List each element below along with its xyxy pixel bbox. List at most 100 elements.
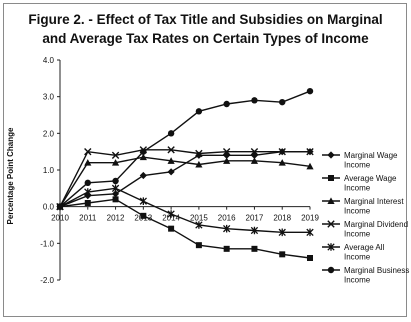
data-point <box>251 245 258 252</box>
chart-title-line-2: and Average Tax Rates on Certain Types o… <box>42 31 369 46</box>
data-point <box>223 224 231 233</box>
data-point <box>223 157 231 164</box>
legend-label: Average Wage <box>344 174 397 183</box>
y-tick-label: 4.0 <box>43 56 55 65</box>
data-point <box>278 228 286 237</box>
data-point <box>306 162 314 170</box>
data-point <box>140 212 147 219</box>
legend-label: Marginal Wage <box>344 151 398 160</box>
legend-label: Income <box>344 253 371 262</box>
data-point <box>306 228 314 237</box>
data-point <box>195 108 203 115</box>
data-point <box>112 177 119 185</box>
y-tick-label: -1.0 <box>40 239 54 248</box>
data-point <box>167 130 175 137</box>
legend-label: Income <box>344 276 371 285</box>
series-line <box>59 149 310 208</box>
legend-label: Income <box>344 184 371 193</box>
chart-title: Figure 2. - Effect of Tax Title and Subs… <box>0 10 411 48</box>
x-tick-label: 2019 <box>301 214 319 223</box>
data-point <box>139 197 147 205</box>
series-line <box>59 150 310 208</box>
y-tick-label: 1.0 <box>43 166 55 175</box>
y-tick-label: 2.0 <box>43 129 55 138</box>
data-point <box>195 160 203 168</box>
legend-marker <box>327 220 335 228</box>
legend-label: Marginal Dividend <box>344 220 408 229</box>
data-point <box>139 153 147 161</box>
data-point <box>223 100 230 108</box>
data-point <box>167 168 175 176</box>
data-point <box>279 251 286 258</box>
legend-marker <box>328 175 334 181</box>
series-star <box>56 184 314 237</box>
series-line <box>59 90 311 208</box>
x-tick-label: 2010 <box>51 214 69 223</box>
data-point <box>195 242 202 249</box>
data-point <box>84 179 91 187</box>
legend-label: Income <box>344 230 371 239</box>
data-point <box>222 147 231 156</box>
y-tick-label: -2.0 <box>40 276 54 285</box>
data-point <box>56 203 64 210</box>
legend-label: Income <box>344 207 371 216</box>
data-point <box>111 190 120 198</box>
data-point <box>195 221 203 229</box>
series-x <box>56 146 314 211</box>
data-point <box>251 97 258 104</box>
series-line <box>59 198 311 259</box>
series-line <box>59 156 311 208</box>
y-tick-label: 3.0 <box>43 93 55 102</box>
legend-marker <box>327 151 335 159</box>
data-point <box>167 157 175 164</box>
x-tick-label: 2017 <box>246 214 264 223</box>
data-point <box>167 210 175 218</box>
series-triangle <box>56 153 314 210</box>
x-tick-label: 2012 <box>107 214 125 223</box>
data-point <box>84 200 91 206</box>
data-point <box>111 159 120 166</box>
data-point <box>307 255 313 261</box>
legend-label: Average All <box>344 243 385 252</box>
data-point <box>278 159 286 166</box>
x-tick-label: 2011 <box>79 214 97 223</box>
data-point <box>167 146 175 154</box>
legend-label: Marginal Business <box>344 266 409 275</box>
data-point <box>112 196 119 203</box>
data-point <box>140 148 147 155</box>
data-point <box>139 171 147 180</box>
series-square <box>57 196 313 261</box>
data-point <box>111 184 120 193</box>
data-point <box>279 98 286 106</box>
data-point <box>250 226 259 235</box>
data-point <box>306 87 314 95</box>
legend-marker <box>327 197 335 204</box>
y-axis-label: Percentage Point Change <box>6 127 15 224</box>
data-point <box>84 159 92 166</box>
data-point <box>250 157 259 164</box>
chart-frame <box>3 3 407 317</box>
data-point <box>250 147 259 156</box>
data-point <box>195 149 203 158</box>
data-point <box>84 147 92 156</box>
series-line <box>59 187 310 234</box>
data-point <box>111 151 120 160</box>
series-group <box>56 87 314 261</box>
data-point <box>84 188 92 196</box>
x-tick-label: 2016 <box>218 214 236 223</box>
x-tick-label: 2015 <box>190 214 208 223</box>
legend-marker <box>327 266 335 274</box>
legend-label: Marginal Interest <box>344 197 404 206</box>
data-point <box>168 225 175 232</box>
y-tick-label: 0.0 <box>43 203 55 212</box>
data-point <box>306 147 314 156</box>
x-tick-label: 2014 <box>162 214 180 223</box>
